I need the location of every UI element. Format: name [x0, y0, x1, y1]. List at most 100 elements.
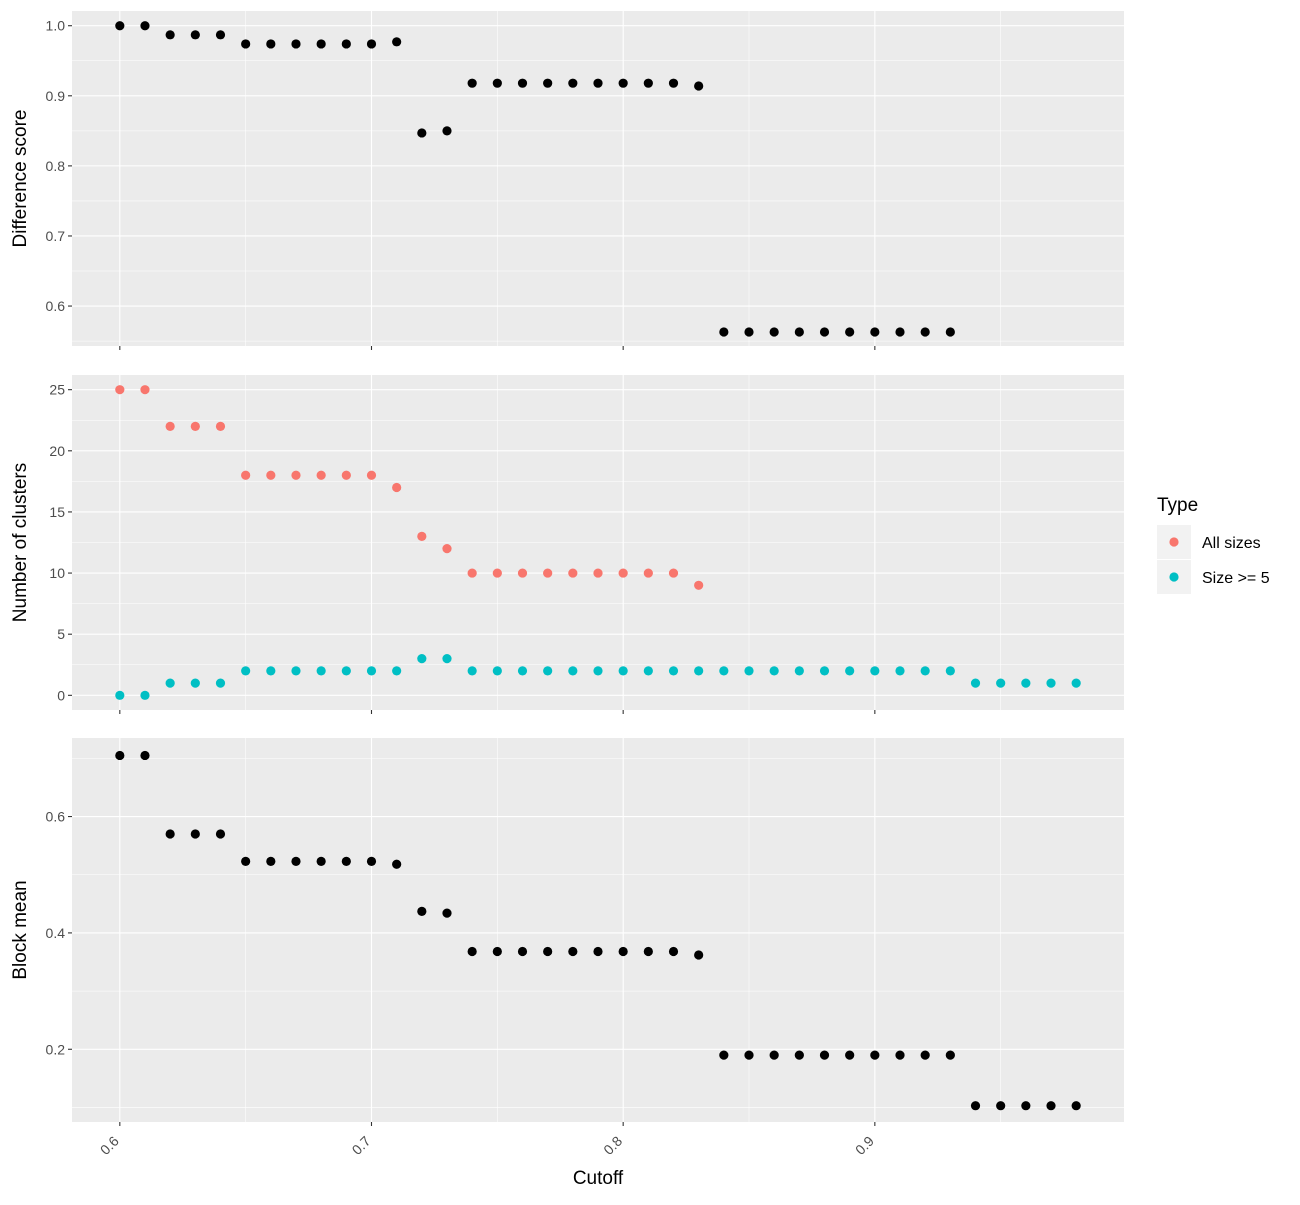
- data-point: [643, 78, 653, 88]
- data-point: [467, 666, 477, 676]
- y-tick-label: 10: [49, 565, 65, 581]
- data-point: [492, 78, 502, 88]
- data-point: [241, 470, 251, 480]
- data-point: [190, 678, 200, 688]
- data-point: [819, 666, 830, 676]
- data-point: [568, 568, 578, 578]
- data-point: [291, 856, 301, 866]
- panel-1: 0.6 0.7 0.8 0.9 1.0 Difference score: [10, 11, 1124, 350]
- data-point: [140, 690, 150, 700]
- y-tick-label: 0.7: [46, 228, 66, 244]
- data-point: [417, 906, 427, 916]
- data-point: [215, 421, 226, 431]
- data-point: [970, 678, 981, 688]
- data-point: [719, 1050, 729, 1060]
- data-point: [568, 78, 578, 88]
- data-point: [593, 568, 603, 578]
- data-point: [165, 30, 175, 40]
- data-point: [744, 666, 754, 676]
- y-axis-title: Block mean: [10, 880, 31, 979]
- data-point: [517, 78, 528, 88]
- data-point: [794, 666, 804, 676]
- y-tick-label: 0.2: [46, 1041, 66, 1057]
- data-point: [165, 421, 175, 431]
- data-point: [794, 1050, 804, 1060]
- data-point: [643, 666, 653, 676]
- data-point: [417, 531, 427, 541]
- data-point: [1046, 1101, 1056, 1111]
- data-point: [417, 654, 427, 664]
- data-point: [668, 946, 679, 957]
- data-point: [341, 856, 351, 866]
- data-point: [895, 327, 905, 337]
- data-point: [1046, 678, 1056, 688]
- data-point: [366, 666, 377, 676]
- data-point: [165, 829, 175, 839]
- data-point: [316, 470, 326, 480]
- data-point: [719, 666, 729, 676]
- data-point: [819, 1050, 830, 1060]
- data-point: [744, 327, 754, 337]
- data-point: [366, 470, 377, 480]
- data-point: [593, 78, 603, 88]
- data-point: [543, 946, 553, 957]
- data-point: [467, 946, 477, 957]
- data-point: [115, 21, 125, 31]
- data-point: [316, 666, 326, 676]
- data-point: [845, 666, 855, 676]
- data-point: [945, 327, 955, 337]
- data-point: [618, 78, 628, 88]
- y-tick-label: 15: [49, 504, 65, 520]
- x-tick-label: 0.9: [852, 1133, 877, 1158]
- data-point: [115, 385, 125, 395]
- legend-label: All sizes: [1202, 535, 1261, 552]
- data-point: [870, 666, 880, 676]
- y-tick-label: 5: [57, 626, 65, 642]
- data-point: [618, 946, 628, 957]
- legend: Type All sizes Size >= 5: [1157, 495, 1270, 594]
- data-point: [492, 666, 502, 676]
- data-point: [442, 544, 452, 554]
- data-point: [668, 568, 679, 578]
- legend-label: Size >= 5: [1202, 570, 1270, 587]
- data-point: [517, 568, 528, 578]
- data-point: [266, 470, 276, 480]
- data-point: [341, 666, 351, 676]
- data-point: [543, 666, 553, 676]
- legend-swatch: [1169, 572, 1179, 582]
- data-point: [190, 421, 200, 431]
- data-point: [668, 78, 679, 88]
- data-point: [996, 678, 1006, 688]
- data-point: [945, 666, 955, 676]
- data-point: [190, 829, 200, 839]
- data-point: [190, 30, 200, 40]
- data-point: [366, 856, 377, 866]
- data-point: [140, 21, 150, 31]
- data-point: [392, 666, 402, 676]
- y-tick-label: 0.4: [46, 925, 66, 941]
- data-point: [115, 750, 125, 761]
- data-point: [769, 1050, 779, 1060]
- data-point: [392, 859, 402, 869]
- legend-title: Type: [1157, 495, 1198, 516]
- data-point: [115, 690, 125, 700]
- data-point: [945, 1050, 955, 1060]
- data-point: [618, 666, 628, 676]
- data-point: [517, 946, 528, 957]
- data-point: [316, 856, 326, 866]
- x-tick-label: 0.6: [97, 1133, 122, 1158]
- y-tick-label: 0.8: [46, 158, 66, 174]
- panel-background: [72, 11, 1124, 346]
- y-tick-label: 0: [57, 687, 65, 703]
- data-point: [266, 666, 276, 676]
- data-point: [241, 666, 251, 676]
- x-tick-label: 0.8: [600, 1133, 625, 1158]
- data-point: [719, 327, 729, 337]
- data-point: [291, 39, 301, 49]
- data-point: [895, 666, 905, 676]
- data-point: [341, 470, 351, 480]
- y-tick-label: 0.6: [46, 298, 66, 314]
- data-point: [694, 950, 704, 960]
